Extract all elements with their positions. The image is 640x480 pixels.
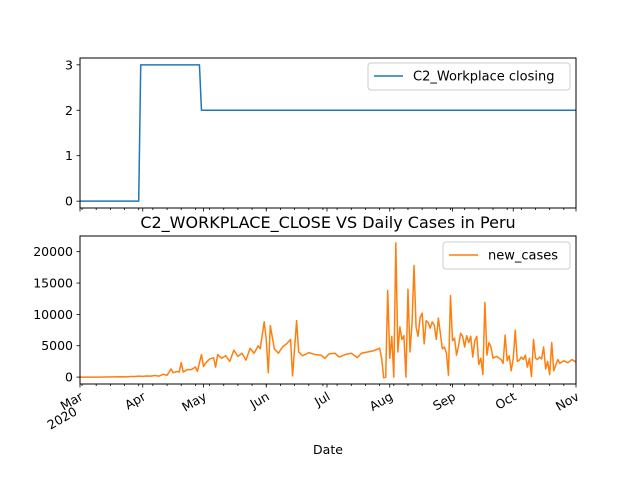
top-y-tick-label: 1 bbox=[65, 148, 73, 163]
workplace-closing-subplot: 0 1 2 3 C2_Workplace closing bbox=[65, 57, 577, 212]
top-legend: C2_Workplace closing bbox=[367, 62, 571, 91]
bottom-x-tick-label: Sep bbox=[430, 389, 458, 414]
bottom-legend-label: new_cases bbox=[488, 249, 558, 264]
new-cases-line bbox=[80, 242, 577, 379]
bottom-legend-box bbox=[442, 241, 571, 270]
top-legend-label: C2_Workplace closing bbox=[413, 70, 554, 85]
bottom-x-tick-label: Nov bbox=[553, 388, 582, 413]
workplace-closing-line bbox=[80, 64, 576, 202]
bottom-axes-frame bbox=[79, 235, 577, 385]
bottom-x-tick-label: May bbox=[179, 388, 209, 414]
bottom-legend: new_cases bbox=[442, 241, 571, 270]
x-axis-label: Date bbox=[313, 442, 343, 457]
bottom-x-tick-label: Aug bbox=[367, 389, 396, 414]
bottom-x-tick-label: Oct bbox=[493, 389, 519, 413]
top-axes-frame bbox=[79, 57, 577, 209]
bottom-y-tick-label: 5000 bbox=[41, 338, 73, 353]
chart-title: C2_WORKPLACE_CLOSE VS Daily Cases in Per… bbox=[140, 213, 515, 233]
bottom-y-tick-label: 0 bbox=[65, 370, 73, 385]
top-y-tick-label: 3 bbox=[65, 57, 73, 72]
top-y-tick-label: 2 bbox=[65, 103, 73, 118]
bottom-x-tick-label: Jul bbox=[311, 389, 332, 410]
daily-cases-subplot: C2_WORKPLACE_CLOSE VS Daily Cases in Per… bbox=[33, 213, 582, 457]
bottom-y-tick-label: 15000 bbox=[33, 276, 73, 291]
bottom-y-tick-label: 10000 bbox=[33, 307, 73, 322]
bottom-y-axis: 0 5000 10000 15000 20000 bbox=[33, 244, 80, 385]
bottom-x-tick-label: Jun bbox=[246, 389, 271, 412]
top-y-tick-label: 0 bbox=[65, 194, 73, 209]
top-x-axis bbox=[79, 208, 577, 212]
bottom-x-tick-label: Apr bbox=[122, 388, 149, 412]
daily-cases-series-layer bbox=[80, 242, 577, 379]
bottom-y-tick-label: 20000 bbox=[33, 244, 73, 259]
workplace-closing-series-layer bbox=[80, 64, 576, 202]
top-y-axis: 0 1 2 3 bbox=[65, 57, 80, 209]
top-legend-box bbox=[367, 62, 571, 91]
